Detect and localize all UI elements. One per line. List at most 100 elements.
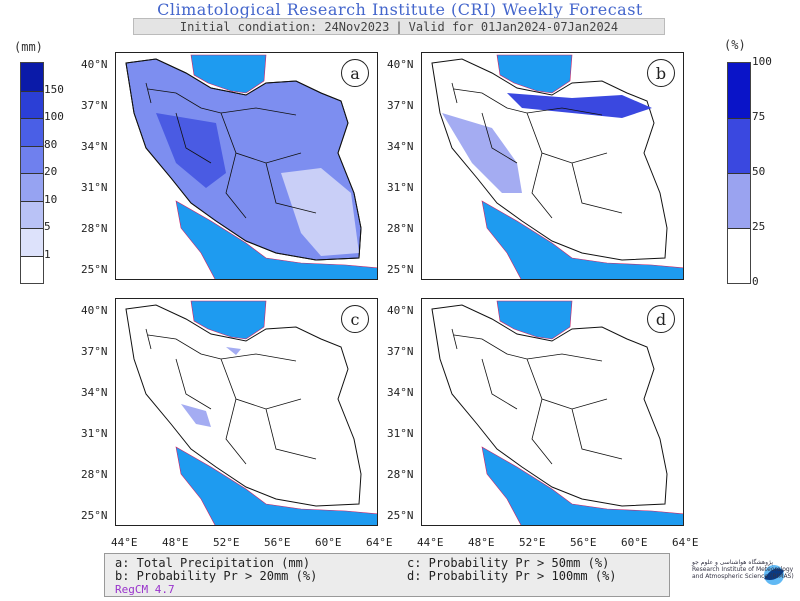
right-colorbar-tick-label: 25 [752, 220, 766, 233]
longitude-label: 64°E [366, 536, 393, 549]
logo-text: پژوهشگاه هواشناسی و علوم جو Research Ins… [692, 559, 794, 580]
map-panel-c: c [115, 298, 378, 526]
latitude-label: 34°N [387, 386, 414, 399]
left-colorbar-swatch [21, 90, 43, 118]
right-colorbar-unit: (%) [724, 38, 746, 52]
subtitle-separator: | [395, 19, 403, 34]
iran-map-c [125, 300, 377, 525]
map-panel-b: b [421, 52, 684, 280]
right-colorbar [727, 62, 751, 284]
longitude-label: 60°E [315, 536, 342, 549]
latitude-label: 28°N [387, 468, 414, 481]
latitude-label: 28°N [387, 222, 414, 235]
latitude-label: 37°N [81, 99, 108, 112]
latitude-label: 25°N [387, 263, 414, 276]
province-borders [451, 82, 623, 219]
latitude-label: 31°N [81, 427, 108, 440]
latitude-label: 31°N [387, 181, 414, 194]
latitude-label: 25°N [387, 509, 414, 522]
latitude-label: 31°N [81, 181, 108, 194]
panel-label-d: d [647, 305, 675, 333]
caspian-sea [190, 54, 267, 94]
latitude-label: 37°N [81, 345, 108, 358]
longitude-label: 48°E [468, 536, 495, 549]
left-colorbar-tick-label: 10 [44, 192, 58, 206]
longitude-label: 48°E [162, 536, 189, 549]
legend-d: d: Probability Pr > 100mm (%) [407, 569, 617, 583]
right-colorbar-swatch [728, 118, 750, 173]
province-borders [451, 328, 623, 465]
caspian-sea [496, 300, 573, 340]
left-colorbar-tick-label: 80 [44, 137, 58, 151]
longitude-label: 52°E [213, 536, 240, 549]
prob-20mm-area [442, 113, 522, 193]
legend-b: b: Probability Pr > 20mm (%) [115, 569, 318, 583]
forecast-title: Climatological Research Institute (CRI) … [157, 0, 643, 19]
legend-box: a: Total Precipitation (mm) b: Probabili… [104, 553, 670, 597]
caspian-sea [496, 54, 573, 94]
logo-line-3: and Atmospheric Science (RIMAS) [692, 573, 794, 580]
left-colorbar-tick-label: 5 [44, 220, 51, 233]
legend-a: a: Total Precipitation (mm) [115, 556, 311, 570]
map-panel-a: a [115, 52, 378, 280]
persian-gulf [175, 200, 377, 279]
latitude-label: 40°N [387, 58, 414, 71]
institute-logo: پژوهشگاه هواشناسی و علوم جو Research Ins… [686, 553, 796, 597]
left-colorbar-swatch [21, 200, 43, 228]
persian-gulf [175, 446, 377, 525]
latitude-label: 34°N [81, 386, 108, 399]
iran-border [125, 58, 362, 261]
province-borders [145, 82, 317, 219]
latitude-label: 25°N [81, 509, 108, 522]
map-panel-d: d [421, 298, 684, 526]
left-colorbar [20, 62, 44, 284]
right-colorbar-tick-label: 0 [752, 275, 759, 288]
prob-50mm-area [181, 404, 211, 427]
left-colorbar-tick-label: 150 [44, 82, 64, 96]
low-precip-area [281, 168, 359, 256]
logo-line-1: پژوهشگاه هواشناسی و علوم جو [692, 559, 774, 566]
iran-map-b [431, 54, 683, 279]
panel-label-a: a [341, 59, 369, 87]
prob-20mm-north [507, 93, 652, 118]
left-colorbar-tick-label: 1 [44, 247, 51, 261]
iran-map-d [431, 300, 683, 525]
left-colorbar-swatch [21, 228, 43, 256]
latitude-label: 25°N [81, 263, 108, 276]
iran-map-a [125, 54, 377, 279]
logo-graphic [764, 565, 784, 585]
longitude-label: 44°E [111, 536, 138, 549]
longitude-label: 64°E [672, 536, 699, 549]
right-colorbar-tick-label: 50 [752, 165, 766, 178]
panel-label-b: b [647, 59, 675, 87]
latitude-label: 34°N [81, 140, 108, 153]
longitude-label: 56°E [264, 536, 291, 549]
latitude-label: 28°N [81, 468, 108, 481]
right-colorbar-swatch [728, 173, 750, 228]
latitude-label: 31°N [387, 427, 414, 440]
right-colorbar-tick-label: 100 [752, 55, 772, 68]
right-colorbar-swatch [728, 63, 750, 118]
province-borders [145, 328, 317, 465]
persian-gulf [481, 446, 683, 525]
left-colorbar-tick-label: 20 [44, 165, 58, 178]
right-colorbar-tick-label: 75 [752, 110, 766, 123]
panel-label-c: c [341, 305, 369, 333]
latitude-label: 34°N [387, 140, 414, 153]
persian-gulf [481, 200, 683, 279]
left-colorbar-swatch [21, 118, 43, 146]
left-colorbar-swatch [21, 173, 43, 201]
logo-line-2: Research Institute of Meteorology [692, 566, 794, 573]
latitude-label: 37°N [387, 99, 414, 112]
longitude-label: 56°E [570, 536, 597, 549]
latitude-label: 40°N [81, 304, 108, 317]
left-colorbar-swatch [21, 255, 43, 283]
longitude-label: 60°E [621, 536, 648, 549]
valid-period-text: Valid for 01Jan2024-07Jan2024 [408, 19, 619, 34]
left-colorbar-unit: (mm) [14, 40, 43, 54]
latitude-label: 40°N [387, 304, 414, 317]
left-colorbar-swatch [21, 145, 43, 173]
right-colorbar-swatch [728, 228, 750, 283]
high-precip-area [156, 113, 226, 188]
model-name: RegCM 4.7 [115, 583, 175, 596]
